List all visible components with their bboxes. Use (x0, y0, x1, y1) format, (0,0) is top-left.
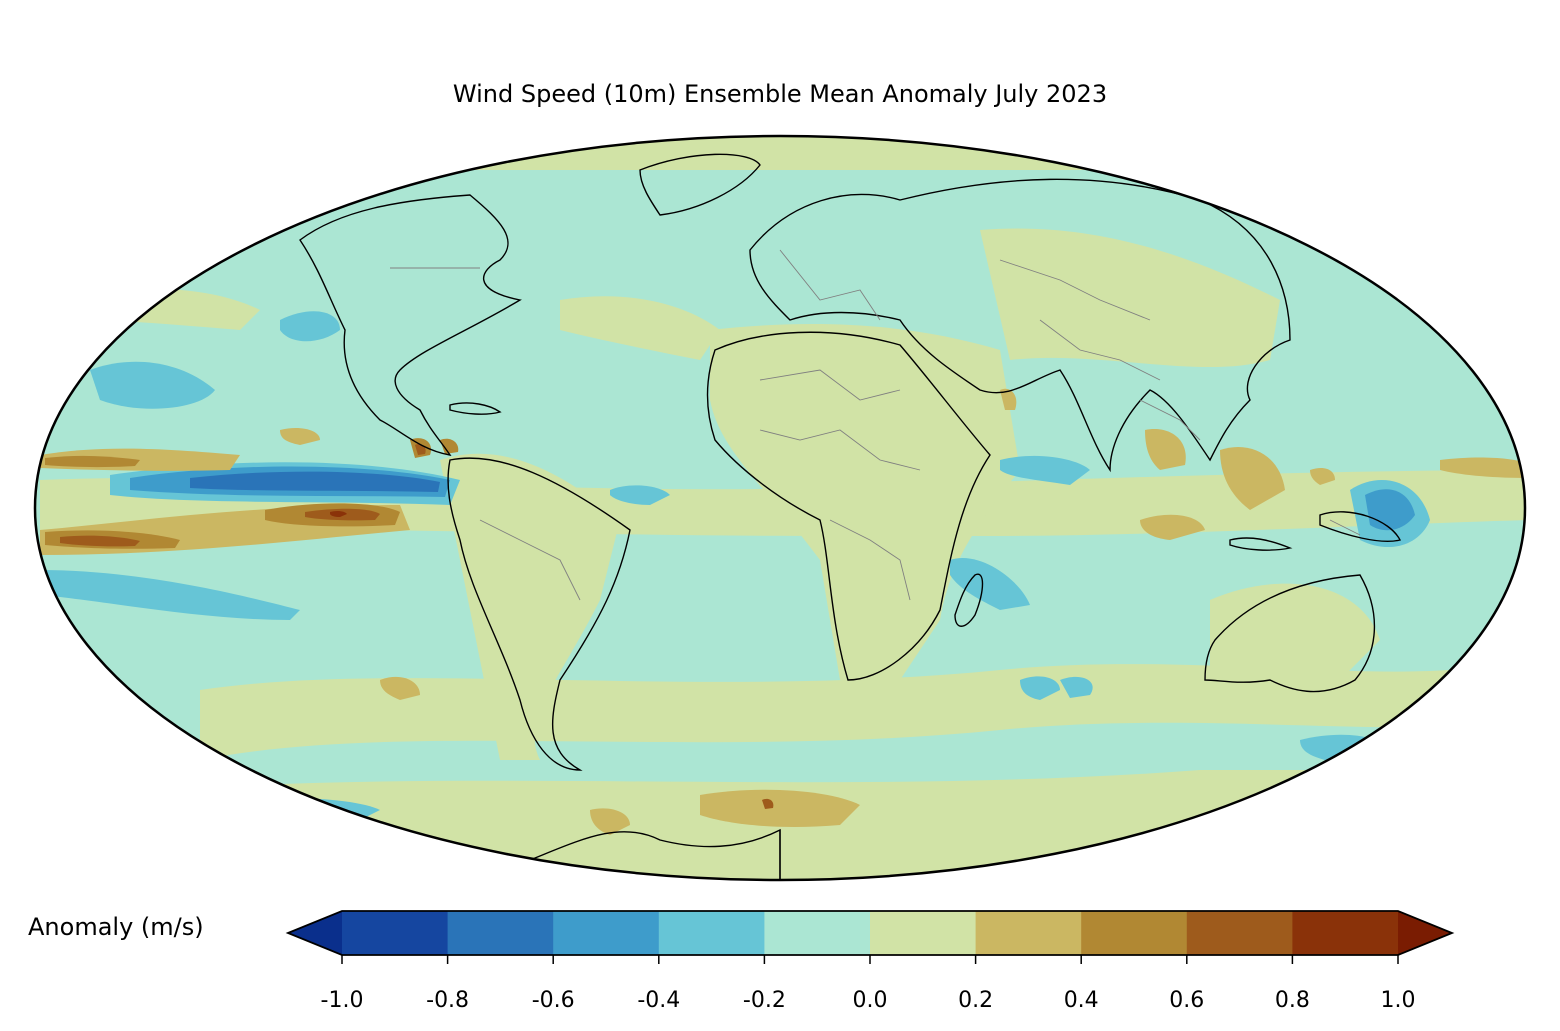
colorbar-segment (870, 911, 977, 955)
map-title: Wind Speed (10m) Ensemble Mean Anomaly J… (452, 80, 1108, 108)
colorbar-segment (1292, 911, 1399, 955)
colorbar-segment (1081, 911, 1188, 955)
colorbar-segment (975, 911, 1082, 955)
colorbar-extend-min (288, 911, 342, 955)
colorbar-tick-label: -1.0 (321, 988, 364, 1013)
globe-outline (33, 134, 1527, 882)
colorbar-tick-label: -0.4 (637, 988, 680, 1013)
coastlines (299, 153, 1402, 880)
high-positive-anomaly (60, 444, 774, 809)
colorbar-segment (658, 911, 765, 955)
strongest-negative-anomaly (190, 471, 440, 492)
country-borders (390, 249, 1361, 601)
colorbar-tick-label: 0.2 (958, 988, 993, 1013)
colorbar-label: Anomaly (m/s) (28, 913, 204, 941)
colorbar-tick-label: 0.6 (1169, 988, 1204, 1013)
colorbar-tick-label: 0.8 (1275, 988, 1310, 1013)
colorbar-tick-label: -0.8 (426, 988, 469, 1013)
colorbar-tick-label: -0.6 (532, 988, 575, 1013)
colorbar-tick-label: 0.4 (1064, 988, 1099, 1013)
colorbar-segment (1186, 911, 1293, 955)
colorbar-segment (553, 911, 660, 955)
colorbar-extend-max (1398, 911, 1452, 955)
colorbar-tick-label: 1.0 (1381, 988, 1416, 1013)
colorbar-tick-label: -0.2 (743, 988, 786, 1013)
extreme-positive-anomaly (330, 510, 347, 517)
colorbar-segment (447, 911, 554, 955)
colorbar-segment (342, 911, 449, 955)
colorbar-group: -1.0 -0.8 -0.6 -0.4 -0.2 0.0 0.2 0.4 0.6 0.8 1.0 (285, 910, 1455, 1013)
colorbar-tick-label: 0.0 (853, 988, 888, 1013)
colorbar-segment (764, 911, 871, 955)
